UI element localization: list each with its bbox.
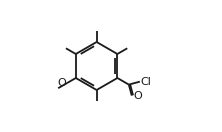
Text: O: O [58, 78, 66, 88]
Text: O: O [134, 91, 142, 101]
Text: Cl: Cl [141, 77, 152, 87]
